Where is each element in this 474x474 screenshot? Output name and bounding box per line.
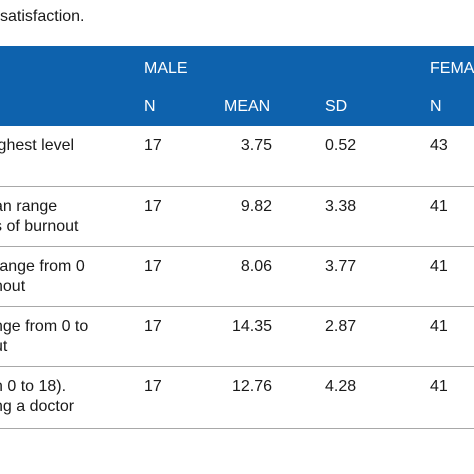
table-row: ighest level 17 3.75 0.52 43 [0,126,474,187]
male-sd-cell: 4.28 [325,378,357,395]
female-group-rule [420,132,474,133]
female-n-cell: 41 [430,258,448,275]
row-description-line1: n 0 to 18). [0,378,67,395]
female-group-header: FEMA [430,60,474,77]
row-description-line2: ut [0,338,8,355]
male-sd-cell: 2.87 [325,318,357,335]
row-description-line1: ighest level [0,137,75,154]
male-mean-cell: 12.76 [231,378,272,395]
row-description-line1: an range [0,198,58,215]
female-n-header: N [430,98,442,115]
male-mean-cell: 3.75 [240,137,272,154]
table-caption: satisfaction. [0,8,85,25]
male-mean-cell: 14.35 [231,318,272,335]
female-n-cell: 41 [430,318,448,335]
male-sd-cell: 3.77 [325,258,357,275]
male-n-cell: 17 [144,258,162,275]
female-n-cell: 41 [430,198,448,215]
row-description-line1: range from 0 [0,258,85,275]
male-mean-cell: 8.06 [240,258,272,275]
table-row: n 0 to 18). ng a doctor 17 12.76 4.28 41 [0,367,474,429]
male-mean-header: MEAN [224,98,271,115]
male-mean-cell: 9.82 [240,198,272,215]
male-sd-header: SD [325,98,348,115]
male-n-cell: 17 [144,137,162,154]
male-n-cell: 17 [144,318,162,335]
female-n-cell: 43 [430,137,448,154]
male-group-rule [140,132,410,133]
male-n-header: N [144,98,156,115]
row-description-line2: s of burnout [0,218,79,235]
table-row: an range s of burnout 17 9.82 3.38 41 [0,187,474,247]
male-sd-cell: 3.38 [325,198,357,215]
row-description-line2: nout [0,278,26,295]
male-n-cell: 17 [144,198,162,215]
male-sd-cell: 0.52 [325,137,357,154]
female-n-cell: 41 [430,378,448,395]
table-row: nge from 0 to ut 17 14.35 2.87 41 [0,307,474,367]
male-n-cell: 17 [144,378,162,395]
table-header: MALE FEMA N MEAN SD N [0,46,474,133]
table-row: range from 0 nout 17 8.06 3.77 41 [0,247,474,307]
row-description-line1: nge from 0 to [0,318,89,335]
male-group-header: MALE [144,60,188,77]
row-description-line2: ng a doctor [0,398,75,415]
